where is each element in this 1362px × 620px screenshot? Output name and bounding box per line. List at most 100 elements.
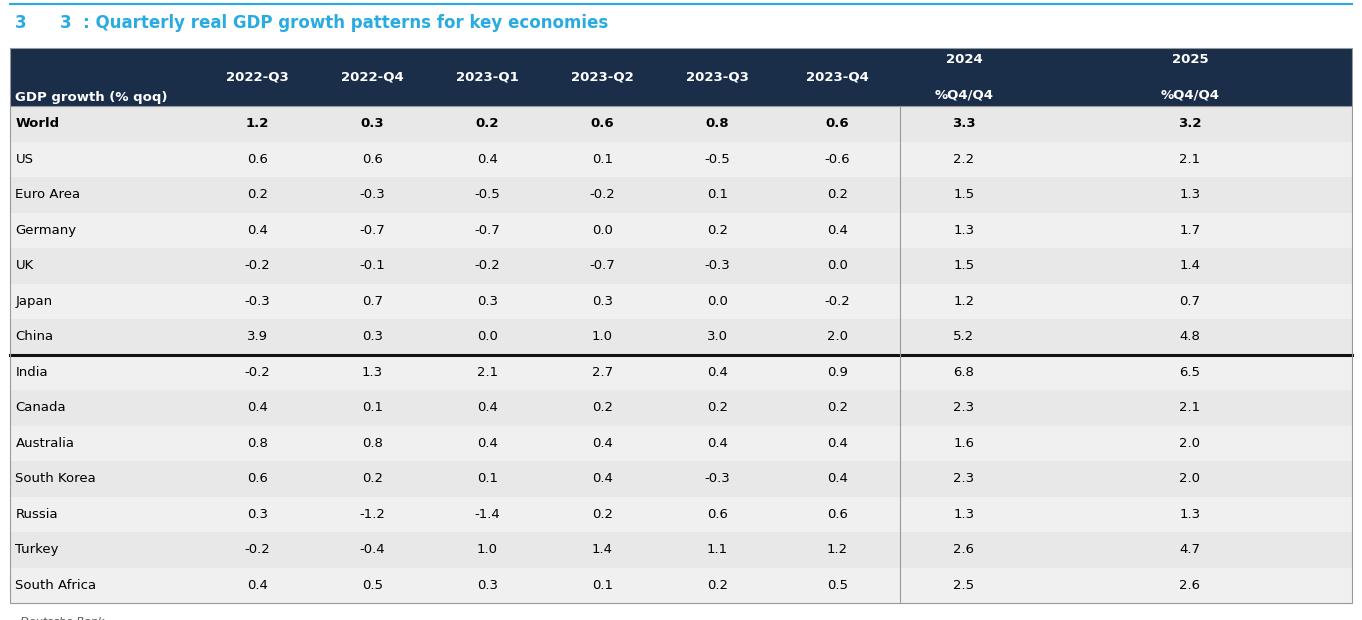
Text: 0.2: 0.2 bbox=[475, 117, 500, 130]
Text: 0.2: 0.2 bbox=[592, 401, 613, 414]
Text: : Deutsche Bank: : Deutsche Bank bbox=[12, 617, 104, 620]
Text: 0.7: 0.7 bbox=[362, 294, 383, 308]
Text: -0.3: -0.3 bbox=[704, 259, 730, 272]
Text: US: US bbox=[15, 153, 34, 166]
Text: 0.2: 0.2 bbox=[707, 224, 729, 237]
Text: 0.2: 0.2 bbox=[707, 578, 729, 591]
Text: 0.4: 0.4 bbox=[247, 401, 268, 414]
Text: 2.1: 2.1 bbox=[1179, 401, 1200, 414]
Text: 2025: 2025 bbox=[1171, 53, 1208, 66]
Text: 2022-Q4: 2022-Q4 bbox=[340, 71, 405, 84]
Text: 1.3: 1.3 bbox=[362, 366, 383, 379]
Text: 2023-Q1: 2023-Q1 bbox=[456, 71, 519, 84]
Text: %Q4/Q4: %Q4/Q4 bbox=[1160, 88, 1219, 101]
Text: 0.5: 0.5 bbox=[827, 578, 849, 591]
Text: 2.3: 2.3 bbox=[953, 401, 975, 414]
Text: 0.3: 0.3 bbox=[592, 294, 613, 308]
Text: 2.6: 2.6 bbox=[953, 543, 974, 556]
Text: World: World bbox=[15, 117, 60, 130]
Text: 0.1: 0.1 bbox=[477, 472, 498, 485]
Text: 0.2: 0.2 bbox=[592, 508, 613, 521]
Text: South Korea: South Korea bbox=[15, 472, 97, 485]
Text: 2.1: 2.1 bbox=[1179, 153, 1200, 166]
Text: 1.4: 1.4 bbox=[1179, 259, 1200, 272]
Text: 2.5: 2.5 bbox=[953, 578, 975, 591]
Text: -1.4: -1.4 bbox=[474, 508, 500, 521]
Text: 3.0: 3.0 bbox=[707, 330, 729, 343]
Text: -0.5: -0.5 bbox=[704, 153, 730, 166]
Text: 0.4: 0.4 bbox=[477, 153, 498, 166]
Text: 0.4: 0.4 bbox=[827, 472, 849, 485]
Text: Japan: Japan bbox=[15, 294, 53, 308]
Text: 0.8: 0.8 bbox=[706, 117, 729, 130]
Text: 1.3: 1.3 bbox=[1179, 188, 1200, 202]
Text: 0.4: 0.4 bbox=[477, 436, 498, 450]
Text: 0.3: 0.3 bbox=[247, 508, 268, 521]
Text: 3.2: 3.2 bbox=[1178, 117, 1201, 130]
Text: 0.3: 0.3 bbox=[477, 294, 498, 308]
Text: 0.2: 0.2 bbox=[827, 401, 849, 414]
Text: 0.4: 0.4 bbox=[827, 224, 849, 237]
Text: 0.4: 0.4 bbox=[827, 436, 849, 450]
Text: 5.2: 5.2 bbox=[953, 330, 975, 343]
Text: -0.6: -0.6 bbox=[824, 153, 850, 166]
Text: 0.6: 0.6 bbox=[591, 117, 614, 130]
Text: 2022-Q3: 2022-Q3 bbox=[226, 71, 289, 84]
Text: 4.8: 4.8 bbox=[1179, 330, 1200, 343]
Text: 3: 3 bbox=[15, 14, 27, 32]
Text: 0.4: 0.4 bbox=[247, 224, 268, 237]
Text: 1.5: 1.5 bbox=[953, 259, 975, 272]
Text: South Africa: South Africa bbox=[15, 578, 97, 591]
Text: -0.1: -0.1 bbox=[360, 259, 385, 272]
Text: -0.2: -0.2 bbox=[245, 543, 271, 556]
Text: 0.4: 0.4 bbox=[592, 436, 613, 450]
Text: 0.2: 0.2 bbox=[707, 401, 729, 414]
Text: -0.2: -0.2 bbox=[824, 294, 850, 308]
Text: 6.8: 6.8 bbox=[953, 366, 974, 379]
Text: 2.1: 2.1 bbox=[477, 366, 498, 379]
Text: -1.2: -1.2 bbox=[360, 508, 385, 521]
Text: -0.7: -0.7 bbox=[590, 259, 616, 272]
Text: 1.6: 1.6 bbox=[953, 436, 974, 450]
Text: 0.3: 0.3 bbox=[361, 117, 384, 130]
Text: 2.6: 2.6 bbox=[1179, 578, 1200, 591]
Text: 1.1: 1.1 bbox=[707, 543, 729, 556]
Text: 2023-Q4: 2023-Q4 bbox=[806, 71, 869, 84]
Text: -0.2: -0.2 bbox=[245, 259, 271, 272]
Text: -0.3: -0.3 bbox=[245, 294, 271, 308]
Text: 3.3: 3.3 bbox=[952, 117, 975, 130]
Text: 0.0: 0.0 bbox=[827, 259, 849, 272]
Text: %Q4/Q4: %Q4/Q4 bbox=[934, 88, 993, 101]
Text: 0.1: 0.1 bbox=[707, 188, 729, 202]
Text: 0.4: 0.4 bbox=[477, 401, 498, 414]
Text: 3.9: 3.9 bbox=[247, 330, 268, 343]
Text: 0.7: 0.7 bbox=[1179, 294, 1200, 308]
Text: 1.3: 1.3 bbox=[953, 508, 975, 521]
Text: 2.2: 2.2 bbox=[953, 153, 975, 166]
Text: 0.6: 0.6 bbox=[825, 117, 850, 130]
Text: -0.2: -0.2 bbox=[474, 259, 500, 272]
Text: 0.6: 0.6 bbox=[827, 508, 849, 521]
Text: 0.4: 0.4 bbox=[707, 436, 727, 450]
Text: Russia: Russia bbox=[15, 508, 59, 521]
Text: -0.7: -0.7 bbox=[474, 224, 500, 237]
Text: 0.1: 0.1 bbox=[592, 153, 613, 166]
Text: 0.6: 0.6 bbox=[707, 508, 727, 521]
Text: Canada: Canada bbox=[15, 401, 67, 414]
Text: 2023-Q2: 2023-Q2 bbox=[571, 71, 633, 84]
Text: 6.5: 6.5 bbox=[1179, 366, 1200, 379]
Text: 2.0: 2.0 bbox=[827, 330, 849, 343]
Text: 1.3: 1.3 bbox=[953, 224, 975, 237]
Text: Euro Area: Euro Area bbox=[15, 188, 80, 202]
Text: -0.2: -0.2 bbox=[245, 366, 271, 379]
Text: 1.4: 1.4 bbox=[592, 543, 613, 556]
Text: 1.0: 1.0 bbox=[592, 330, 613, 343]
Text: 2.3: 2.3 bbox=[953, 472, 975, 485]
Text: UK: UK bbox=[15, 259, 34, 272]
Text: 2024: 2024 bbox=[945, 53, 982, 66]
Text: 2.0: 2.0 bbox=[1179, 436, 1200, 450]
Text: -0.3: -0.3 bbox=[704, 472, 730, 485]
Text: 0.3: 0.3 bbox=[362, 330, 383, 343]
Text: 0.2: 0.2 bbox=[362, 472, 383, 485]
Text: 1.2: 1.2 bbox=[245, 117, 270, 130]
